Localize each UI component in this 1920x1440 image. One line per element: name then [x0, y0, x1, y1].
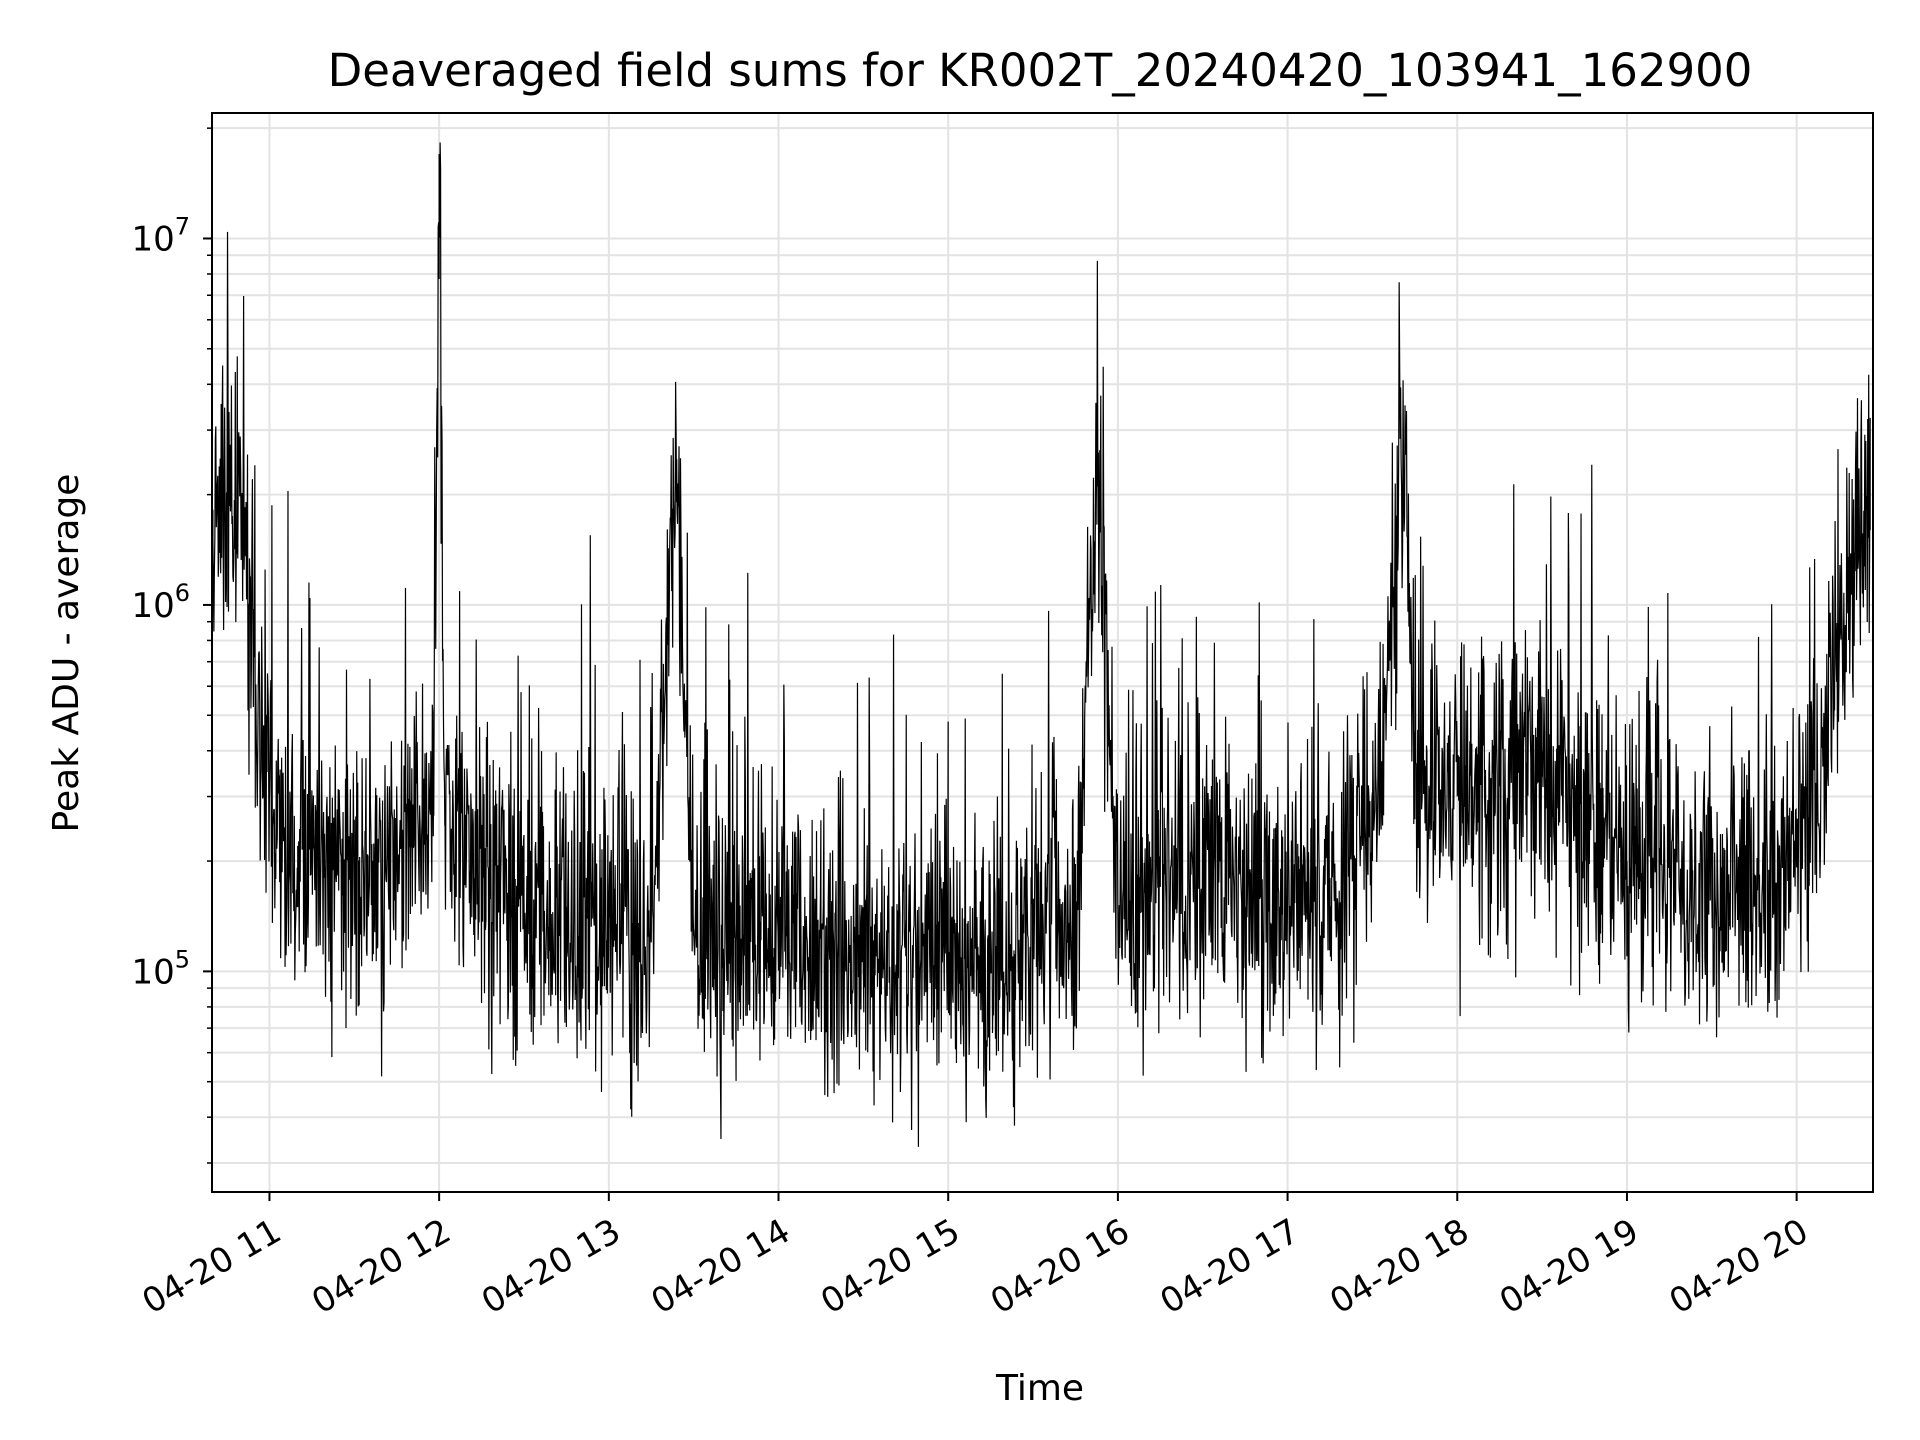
y-tick-label: 107	[131, 212, 190, 259]
chart-title: Deaveraged field sums for KR002T_2024042…	[328, 44, 1753, 97]
series-line	[212, 142, 1871, 1147]
y-tick-label: 105	[131, 945, 190, 992]
y-axis-label: Peak ADU - average	[46, 474, 87, 833]
data-series	[212, 142, 1871, 1147]
y-tick-label: 106	[131, 579, 190, 626]
x-axis-label: Time	[995, 1368, 1084, 1409]
plot-frame	[211, 112, 1874, 1193]
y-axis: 105 106 107	[131, 127, 212, 1164]
